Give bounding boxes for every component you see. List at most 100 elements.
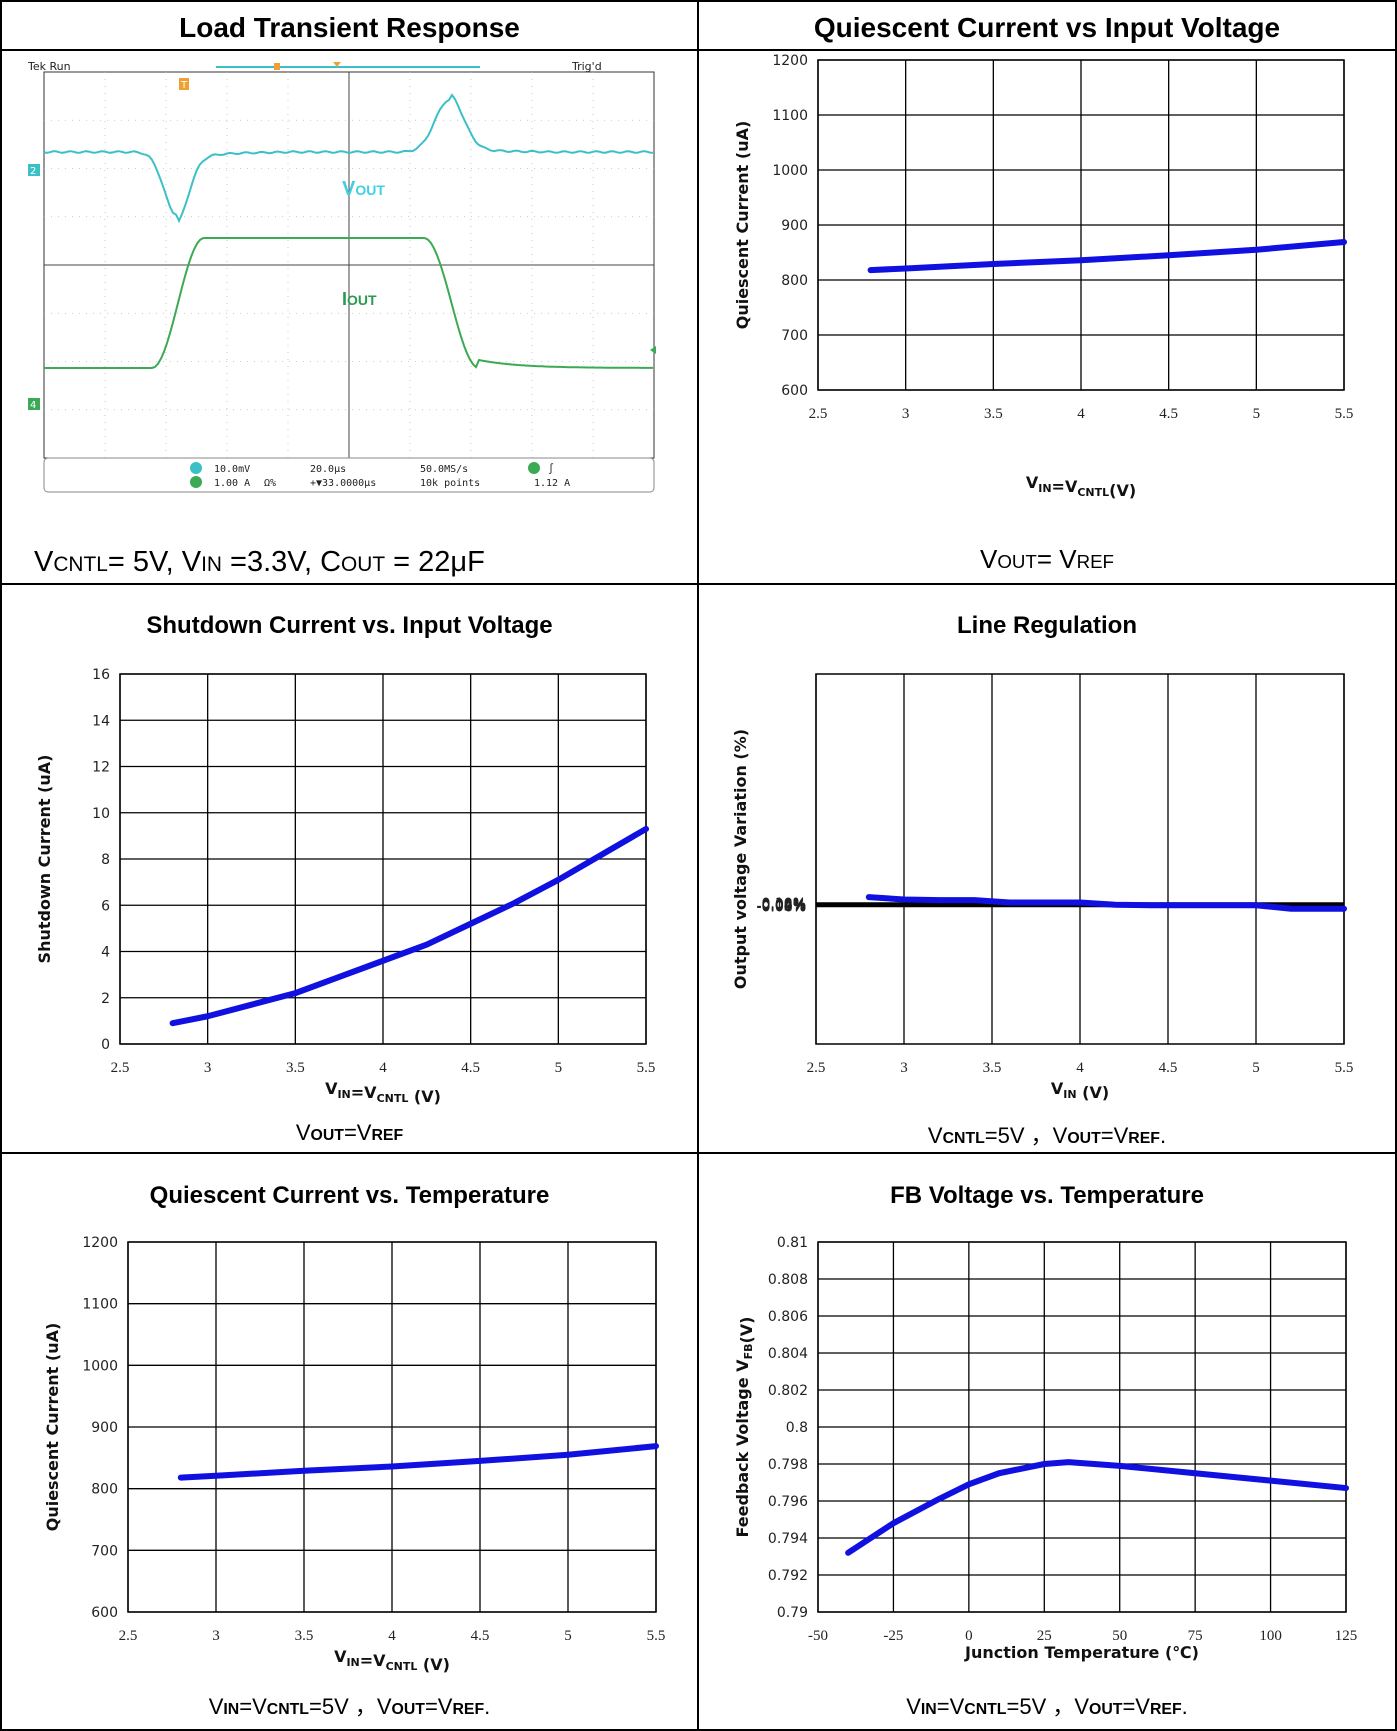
line-regulation-title: Line Regulation (957, 612, 1137, 639)
scope-status-left: Tek Run (27, 60, 71, 73)
iout-label: IOUT (342, 289, 377, 309)
c3-gridlines (119, 673, 647, 1045)
c2-xtick-label: 4 (1077, 406, 1085, 422)
ch4-readout-badge (190, 476, 202, 488)
ch2-marker: 2 (28, 164, 40, 177)
c6-plot-frame (817, 1241, 1347, 1613)
scope-trig-t-marker: T (179, 78, 189, 91)
c2-ytick-label: 600 (781, 383, 808, 399)
c4-plot-frame (815, 673, 1345, 1045)
c3-xtick-label: 4 (379, 1060, 387, 1076)
c5-plot-frame (127, 1241, 657, 1613)
line-regulation-chart: 2.5 3 3.5 4 4.5 5 5.5 -0.06%-0.04%-0.02%0.00%0.… (731, 673, 1354, 1102)
load-transient-caption: VCNTL= 5V, VIN =3.3V, COUT = 22μF (34, 546, 485, 578)
timebase: 20.0μs (310, 464, 346, 475)
oscilloscope-capture: Tek Run Trig'd T 2 4 VOUT IOUT 10.0mV 1.… (27, 60, 656, 493)
c4-ytick-label: -0.02% (756, 899, 806, 915)
c2-ytick-label: 800 (781, 273, 808, 289)
trigger-level: 1.12 A (534, 478, 570, 489)
c5-xtick-label: 3 (212, 1628, 220, 1644)
c6-ytick-label: 0.8 (786, 1420, 808, 1436)
c2-ytick-label: 1100 (772, 108, 808, 124)
quiescent-vs-input-title: Quiescent Current vs Input Voltage (813, 12, 1281, 43)
c4-ytick-label: 0.02% (762, 898, 806, 914)
c4-ytick-label: 0.06% (762, 897, 806, 913)
c6-ytick-label: 0.79 (777, 1605, 808, 1621)
c5-xtick-label: 5 (564, 1628, 572, 1644)
c6-ytick-label: 0.794 (768, 1531, 808, 1547)
c2-ytick-label: 900 (781, 218, 808, 234)
c6-ytick-label: 0.806 (768, 1309, 808, 1325)
c2-ytick-label: 1200 (772, 53, 808, 69)
c6-ytick-label: 0.804 (768, 1346, 808, 1362)
c3-series-line (169, 825, 649, 1027)
c4-xtick-label: 4 (1076, 1060, 1084, 1076)
scope-record-marker (274, 63, 280, 70)
c6-y-axis-label: Feedback Voltage VFB(V) (733, 1317, 756, 1538)
ch2-scale: 10.0mV (214, 464, 250, 475)
c3-ytick-label: 4 (101, 945, 110, 961)
c5-y-axis-label: Quiescent Current (uA) (43, 1323, 62, 1532)
c4-xtick-label: 3.5 (983, 1060, 1002, 1076)
c6-series-line (845, 1459, 1349, 1556)
c4-xtick-label: 5.5 (1335, 1060, 1354, 1076)
scope-trigger-arrow (333, 62, 341, 67)
c2-y-axis-label: Quiescent Current (uA) (733, 121, 752, 330)
c6-xtick-label: 75 (1188, 1628, 1203, 1644)
c6-xtick-label: 100 (1259, 1628, 1282, 1644)
c4-xtick-label: 4.5 (1159, 1060, 1178, 1076)
c5-xtick-label: 5.5 (647, 1628, 666, 1644)
c5-ytick-label: 1200 (82, 1235, 118, 1251)
c6-gridlines (817, 1241, 1347, 1613)
quiescent-input-caption: VOUT= VREF (980, 544, 1114, 574)
c2-ytick-label: 1000 (772, 163, 808, 179)
c4-y-axis-label: Output voltage Variation (%) (731, 729, 750, 989)
vout-trace (43, 93, 654, 224)
c5-ytick-label: 800 (91, 1482, 118, 1498)
c5-ytick-label: 700 (91, 1543, 118, 1559)
shutdown-caption: VOUT=VREF (295, 1120, 404, 1145)
c6-ytick-label: 0.796 (768, 1494, 808, 1510)
scope-trig-level-marker (650, 346, 656, 354)
c2-xtick-label: 4.5 (1159, 406, 1178, 422)
c3-ytick-label: 6 (101, 898, 110, 914)
c6-xtick-label: -50 (808, 1628, 828, 1644)
c4-series-line (865, 894, 1347, 912)
c3-ytick-label: 0 (101, 1037, 110, 1053)
record-points: 10k points (420, 478, 480, 489)
vout-label: VOUT (342, 178, 385, 200)
c6-ytick-label: 0.81 (777, 1235, 808, 1251)
scope-trig-t-label: T (180, 80, 188, 91)
c5-xtick-label: 2.5 (119, 1628, 138, 1644)
c3-xtick-label: 3 (204, 1060, 212, 1076)
c4-ytick-label: 0.00% (762, 898, 806, 914)
c4-ytick-label: -0.06% (756, 900, 806, 916)
ch2-readout-badge (190, 462, 202, 474)
scope-status-right: Trig'd (571, 60, 602, 73)
ch4-scale: 1.00 A (214, 478, 250, 489)
c4-ytick-label: 0.04% (762, 897, 806, 913)
sample-rate: 50.0MS/s (420, 464, 468, 475)
fb-voltage-chart: -50 -25 0 25 50 75 100 125 0.79 0.792 0.794 0.796 0.… (733, 1235, 1357, 1662)
c3-ytick-label: 16 (92, 667, 110, 683)
c2-series-line (867, 239, 1347, 274)
line-regulation-caption: VCNTL=5V ，VOUT=VREF. (927, 1123, 1167, 1148)
quiescent-vs-temp-chart: 2.5 3 3.5 4 4.5 5 5.5 600 700 800 900 1000 1100 1200 V… (43, 1235, 666, 1674)
quiescent-vs-temp-title: Quiescent Current vs. Temperature (149, 1182, 550, 1209)
c6-xtick-label: 25 (1037, 1628, 1052, 1644)
ch2-marker-label: 2 (30, 166, 36, 177)
c6-ytick-label: 0.798 (768, 1457, 808, 1473)
c3-ytick-label: 12 (92, 760, 110, 776)
c3-x-axis-label: VIN=VCNTL (V) (325, 1079, 441, 1106)
ch4-marker: 4 (28, 398, 40, 411)
c2-xtick-label: 5.5 (1335, 406, 1354, 422)
fb-voltage-caption: VIN=VCNTL=5V ，VOUT=VREF. (906, 1694, 1188, 1719)
c6-ytick-label: 0.808 (768, 1272, 808, 1288)
c3-plot-frame (119, 673, 647, 1045)
c5-ytick-label: 1100 (82, 1297, 118, 1313)
c2-x-axis-label: VIN=VCNTL(V) (1026, 473, 1136, 500)
c4-ytick-label: 0.10% (762, 896, 806, 912)
c2-ytick-label: 700 (781, 328, 808, 344)
shutdown-current-title: Shutdown Current vs. Input Voltage (146, 612, 553, 639)
quiescent-vs-input-chart: 2.5 3 3.5 4 4.5 5 5.5 600 700 800 900 1000 1100 1200 V… (733, 53, 1354, 500)
